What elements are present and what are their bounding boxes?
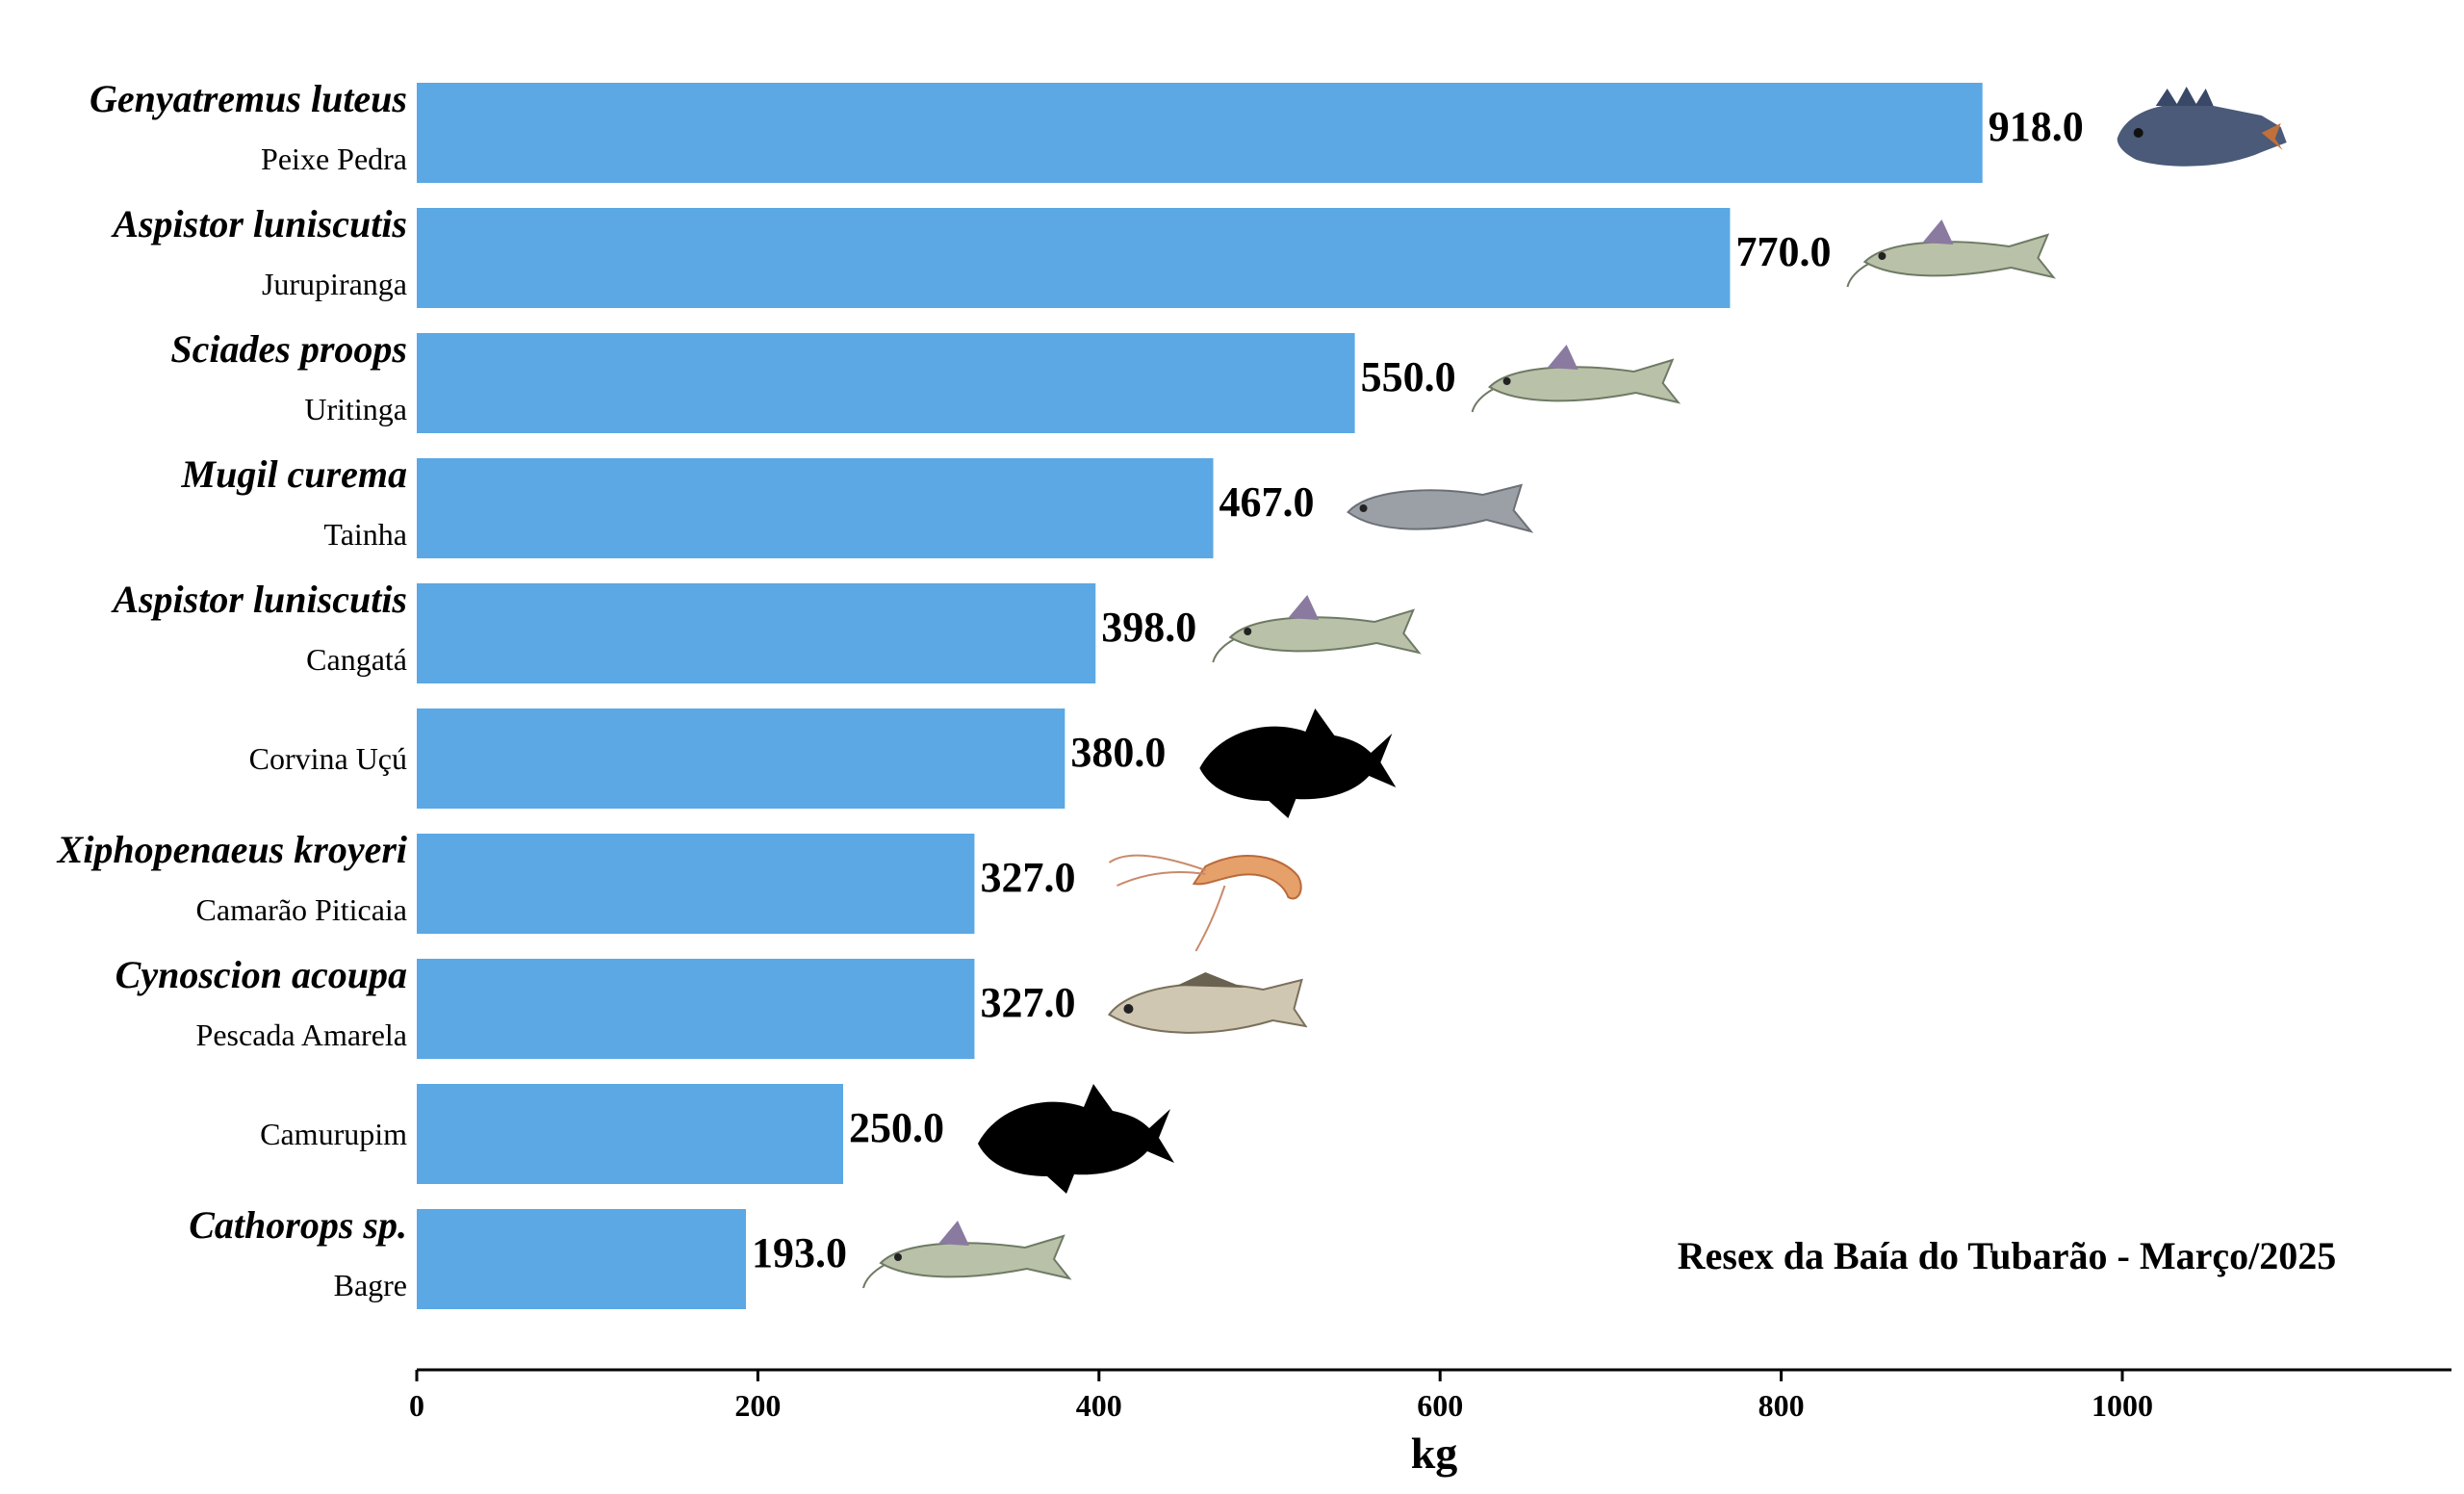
category-scientific-label: Sciades proops (170, 327, 407, 371)
x-axis: 0 200 400 600 800 1000 (409, 1368, 2451, 1423)
icons-layer (862, 87, 2287, 1289)
labels-layer: 918.0 Genyatremus luteus Peixe Pedra 770.0 A… (56, 77, 2084, 1302)
value-label: 327.0 (980, 854, 1075, 901)
bar (417, 83, 1983, 183)
chart-annotation: Resex da Baía do Tubarão - Março/2025 (1678, 1234, 2336, 1277)
value-label: 770.0 (1735, 228, 1831, 275)
value-label: 467.0 (1219, 478, 1315, 526)
category-common-label: Bagre (334, 1268, 407, 1302)
bar (417, 583, 1096, 683)
bar (417, 834, 975, 934)
category-scientific-label: Mugil curema (181, 452, 407, 496)
catfish-icon (1846, 219, 2057, 288)
value-label: 380.0 (1070, 729, 1166, 776)
category-common-label: Tainha (323, 517, 407, 552)
bar (417, 959, 975, 1059)
x-tick-label: 400 (1076, 1388, 1122, 1423)
bar (417, 208, 1731, 308)
category-scientific-label: Aspistor luniscutis (110, 578, 407, 621)
catfish-icon (1471, 345, 1681, 413)
bar (417, 1209, 746, 1309)
catfish-icon (862, 1221, 1072, 1289)
category-common-label: Uritinga (304, 392, 407, 426)
x-tick-label: 200 (734, 1388, 781, 1423)
category-common-label: Corvina Uçú (249, 741, 407, 776)
category-common-label: Cangatá (306, 642, 407, 677)
weakfish-icon (1107, 972, 1308, 1034)
category-common-label: Camarão Piticaia (196, 892, 407, 927)
category-scientific-label: Aspistor luniscutis (110, 202, 407, 245)
category-common-label: Peixe Pedra (261, 142, 407, 176)
x-tick-label: 1000 (2092, 1388, 2153, 1423)
x-tick-label: 800 (1758, 1388, 1805, 1423)
bar (417, 458, 1214, 558)
bar (417, 333, 1355, 433)
catfish-icon (1212, 595, 1422, 663)
value-label: 918.0 (1989, 103, 2084, 150)
x-tick-label: 600 (1417, 1388, 1463, 1423)
bars-layer (417, 83, 1983, 1309)
category-scientific-label: Xiphopenaeus kroyeri (56, 828, 407, 871)
category-common-label: Jurupiranga (262, 267, 407, 301)
fish-silhouette-icon (1199, 708, 1397, 818)
x-axis-title: kg (1411, 1429, 1458, 1478)
category-scientific-label: Cathorops sp. (189, 1203, 407, 1247)
shrimp-icon (1108, 854, 1302, 952)
value-label: 327.0 (980, 979, 1075, 1026)
bar (417, 1084, 843, 1184)
category-common-label: Pescada Amarela (196, 1017, 407, 1052)
category-common-label: Camurupim (260, 1117, 407, 1151)
fish-silhouette-icon (978, 1084, 1174, 1194)
x-tick-label: 0 (409, 1388, 424, 1423)
value-label: 250.0 (849, 1104, 944, 1151)
grouper-fish-icon (2117, 87, 2287, 167)
category-scientific-label: Genyatremus luteus (90, 77, 407, 120)
category-scientific-label: Cynoscion acoupa (116, 953, 407, 996)
value-label: 193.0 (752, 1229, 847, 1276)
mullet-fish-icon (1347, 483, 1534, 533)
value-label: 398.0 (1101, 604, 1196, 651)
value-label: 550.0 (1361, 353, 1456, 400)
bar (417, 708, 1065, 809)
